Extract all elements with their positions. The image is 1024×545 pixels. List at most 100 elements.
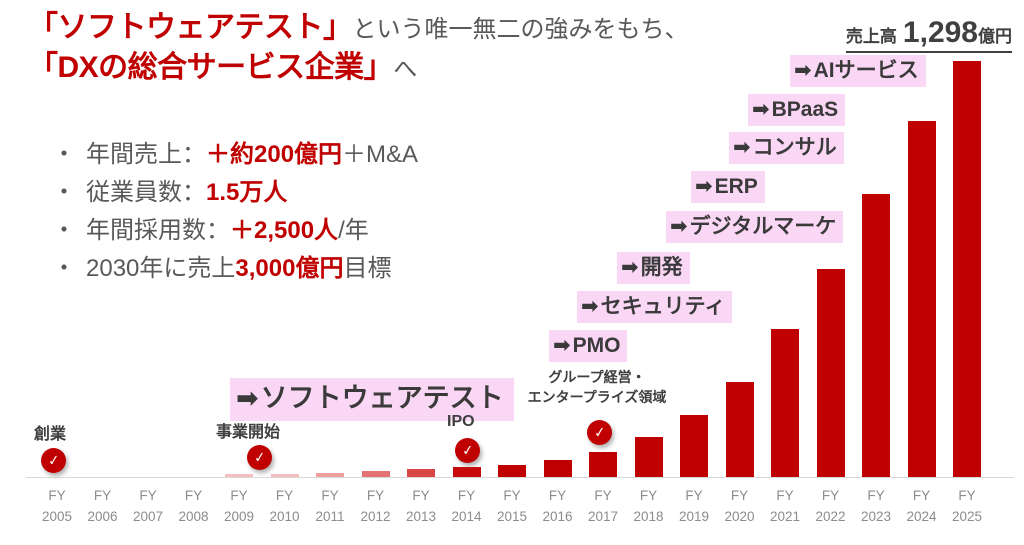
x-axis-label-fy2023: FY 2023 (860, 488, 892, 524)
service-name: 開発 (640, 256, 683, 279)
revenue-label: 売上高 (845, 27, 897, 46)
x-axis-label-fy2006: FY 2006 (87, 488, 118, 524)
service-name: ソフトウェアテスト (260, 383, 504, 413)
title-gray-1: という唯一無二の強みをもち、 (352, 16, 689, 43)
title-line-1: 「ソフトウェアテスト」という唯一無二の強みをもち、 (28, 8, 689, 48)
bullet-dot: ・ (52, 179, 76, 206)
title-line-2: 「DXの総合サービス企業」へ (28, 48, 689, 88)
service-name: ERP (714, 175, 758, 198)
service-label-development: ➡開発 (617, 252, 690, 285)
arrow-right-icon: ➡ (236, 383, 259, 413)
x-axis-label-fy2014: FY 2014 (451, 488, 482, 524)
arrow-right-icon: ➡ (581, 295, 599, 318)
revenue-unit: 億円 (978, 27, 1012, 46)
bar-fy2024 (907, 121, 936, 477)
x-axis-label-fy2017: FY 2017 (587, 488, 619, 524)
fact-text: 年間採用数： (86, 217, 230, 244)
bar-fy2017 (589, 452, 617, 477)
bullet-dot: ・ (52, 255, 76, 282)
x-axis-label-fy2019: FY 2019 (678, 488, 710, 524)
arrow-right-icon: ➡ (733, 136, 751, 159)
service-label-bpaas: ➡BPaaS (748, 94, 846, 127)
x-axis-label-fy2018: FY 2018 (633, 488, 664, 524)
bar-fy2025 (953, 61, 981, 477)
bar-fy2020 (725, 382, 754, 477)
arrow-right-icon: ➡ (553, 334, 571, 357)
arrow-right-icon: ➡ (752, 98, 770, 121)
bar-fy2012 (361, 471, 390, 477)
bar-fy2022 (816, 269, 845, 477)
bar-fy2013 (407, 469, 435, 477)
x-axis-label-fy2020: FY 2020 (724, 488, 755, 524)
x-axis-label-fy2021: FY 2021 (769, 488, 801, 524)
fact-text: 2030年に売上 (86, 255, 236, 282)
service-name: コンサル (752, 136, 837, 159)
x-axis-label-fy2025: FY 2025 (951, 488, 983, 524)
milestone-text-line2: エンタープライズ領域 (527, 388, 667, 405)
service-label-consulting: ➡コンサル (729, 132, 844, 165)
bar-fy2016 (543, 460, 572, 477)
bar-fy2014 (452, 467, 481, 477)
list-item: ・年間採用数：＋2,500人/年 (52, 212, 418, 250)
fact-highlight: 3,000億円 (235, 255, 344, 282)
x-axis-label-fy2007: FY 2007 (132, 488, 164, 524)
service-name: BPaaS (771, 98, 839, 121)
x-axis-label-fy2011: FY 2011 (315, 488, 345, 524)
service-label-pmo: ➡PMO (549, 330, 628, 363)
bullet-dot: ・ (52, 217, 76, 244)
service-label-software-test: ➡ソフトウェアテスト (230, 378, 514, 421)
fact-text: 目標 (343, 255, 392, 282)
x-axis-label-fy2012: FY 2012 (360, 488, 391, 524)
arrow-right-icon: ➡ (621, 256, 639, 279)
title-red-2: 「DXの総合サービス企業」 (28, 50, 394, 84)
bar-fy2021 (771, 329, 799, 477)
check-icon: ✓ (455, 438, 480, 463)
service-label-ai: ➡AIサービス (790, 55, 926, 88)
fact-highlight: 1.5万人 (206, 179, 288, 206)
bar-fy2011 (316, 473, 344, 477)
service-name: デジタルマーケ (689, 215, 837, 238)
list-item: ・ 2030年に売上3,000億円目標 (52, 250, 418, 288)
arrow-right-icon: ➡ (670, 215, 688, 238)
arrow-right-icon: ➡ (695, 175, 713, 198)
check-icon: ✓ (587, 420, 612, 445)
x-axis-label-fy2005: FY 2005 (41, 488, 73, 524)
revenue-value: 1,298 (902, 16, 978, 49)
fact-text: 従業員数： (86, 179, 206, 206)
bullet-dot: ・ (52, 141, 76, 168)
revenue-total: 売上高 1,298億円 (845, 16, 1012, 53)
bar-fy2009 (225, 474, 253, 477)
page-title: 「ソフトウェアテスト」という唯一無二の強みをもち、 「DXの総合サービス企業」へ (28, 8, 689, 87)
arrow-right-icon: ➡ (794, 59, 812, 82)
x-axis-label-fy2013: FY 2013 (405, 488, 437, 524)
fact-text: 年間売上： (86, 141, 206, 168)
service-label-digital-marketing: ➡デジタルマーケ (666, 211, 844, 244)
x-axis-label-fy2016: FY 2016 (542, 488, 573, 524)
check-icon: ✓ (41, 448, 66, 473)
title-gray-2: へ (393, 55, 418, 83)
milestone-business-start: 事業開始 (216, 424, 281, 441)
title-red-1: 「ソフトウェアテスト」 (28, 11, 353, 44)
x-axis-label-fy2008: FY 2008 (178, 488, 209, 524)
milestone-text-line1: グループ経営・ (548, 369, 646, 385)
service-name: セキュリティ (600, 295, 726, 318)
check-icon: ✓ (247, 445, 272, 470)
x-axis-label-fy2022: FY 2022 (815, 488, 846, 524)
milestone-founding: 創業 (34, 426, 67, 443)
x-axis-label-fy2010: FY 2010 (269, 488, 300, 524)
list-item: ・年間売上：＋約200億円＋M&A (52, 136, 418, 174)
key-facts-list: ・年間売上：＋約200億円＋M&A ・従業員数：1.5万人 ・年間採用数：＋2,… (52, 136, 418, 288)
bar-fy2023 (862, 194, 890, 477)
bar-fy2018 (634, 437, 663, 477)
list-item: ・従業員数：1.5万人 (52, 174, 418, 212)
service-name: AIサービス (813, 59, 919, 82)
service-label-erp: ➡ERP (691, 171, 765, 204)
bar-fy2010 (270, 474, 299, 477)
fact-text: /年 (338, 217, 369, 244)
milestone-group-enterprise: グループ経営・ エンタープライズ領域 (522, 368, 672, 407)
x-axis-label-fy2009: FY 2009 (223, 488, 255, 524)
service-label-security: ➡セキュリティ (577, 291, 733, 324)
x-axis-label-fy2024: FY 2024 (906, 488, 937, 524)
x-axis-line (26, 477, 1014, 478)
